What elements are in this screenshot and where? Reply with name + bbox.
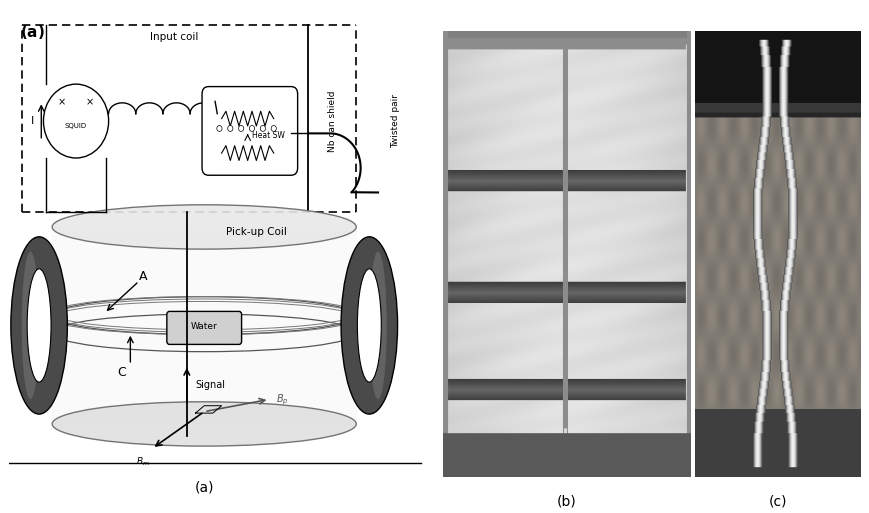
Text: SQUID: SQUID: [65, 123, 87, 129]
Ellipse shape: [52, 402, 356, 446]
Ellipse shape: [10, 237, 68, 414]
Text: (a): (a): [195, 481, 214, 495]
Text: Twisted pair: Twisted pair: [391, 94, 400, 148]
Text: Signal: Signal: [196, 380, 226, 389]
FancyBboxPatch shape: [167, 311, 242, 344]
Text: ×: ×: [58, 97, 66, 107]
Circle shape: [271, 126, 276, 131]
Text: $B_p$ coil: $B_p$ coil: [362, 312, 376, 338]
Text: I: I: [31, 116, 34, 126]
Circle shape: [238, 126, 243, 131]
Ellipse shape: [22, 251, 39, 399]
Ellipse shape: [369, 251, 387, 399]
Text: Heat SW: Heat SW: [252, 131, 285, 141]
Text: Input coil: Input coil: [149, 32, 198, 43]
Text: A: A: [139, 270, 148, 283]
Text: C: C: [117, 366, 126, 379]
Text: $B_p$: $B_p$: [276, 392, 289, 406]
Circle shape: [261, 126, 266, 131]
FancyBboxPatch shape: [202, 87, 297, 175]
Circle shape: [249, 126, 255, 131]
Ellipse shape: [27, 269, 51, 382]
Circle shape: [228, 126, 233, 131]
Text: $B_m$: $B_m$: [136, 456, 150, 468]
Text: Water: Water: [191, 323, 217, 331]
Ellipse shape: [357, 269, 381, 382]
Circle shape: [216, 126, 222, 131]
Text: (b): (b): [557, 495, 577, 509]
Text: Nb can shield: Nb can shield: [328, 90, 337, 152]
Text: (c): (c): [768, 495, 787, 509]
Ellipse shape: [341, 237, 398, 414]
Circle shape: [43, 84, 109, 158]
Text: Pick-up Coil: Pick-up Coil: [226, 227, 287, 237]
Text: ×: ×: [86, 97, 94, 107]
Text: $B_p$ coil: $B_p$ coil: [32, 312, 46, 338]
Text: $\bf{(a)}$: $\bf{(a)}$: [20, 23, 44, 41]
Ellipse shape: [52, 205, 356, 249]
